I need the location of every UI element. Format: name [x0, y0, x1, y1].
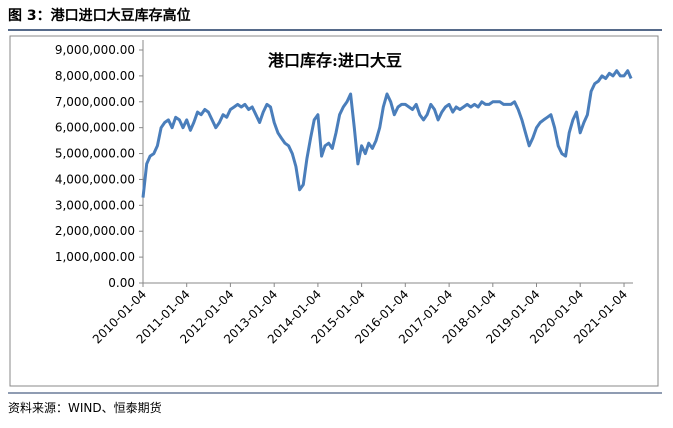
source-note: 资料来源：WIND、恒泰期货: [8, 400, 162, 415]
y-tick-label: 9,000,000.00: [55, 43, 135, 57]
chart-frame: [9, 35, 659, 387]
y-tick-label: 4,000,000.00: [55, 172, 135, 186]
y-tick-label: 6,000,000.00: [55, 121, 135, 135]
y-tick-label: 0.00: [108, 276, 135, 290]
y-tick-label: 7,000,000.00: [55, 95, 135, 109]
figure-title: 图 3：港口进口大豆库存高位: [8, 7, 191, 24]
y-tick-label: 2,000,000.00: [55, 224, 135, 238]
y-tick-label: 1,000,000.00: [55, 250, 135, 264]
y-tick-label: 8,000,000.00: [55, 69, 135, 83]
y-tick-label: 5,000,000.00: [55, 147, 135, 161]
data-line: [141, 69, 633, 198]
chart-title: 港口库存:进口大豆: [268, 51, 402, 70]
y-tick-label: 3,000,000.00: [55, 198, 135, 212]
